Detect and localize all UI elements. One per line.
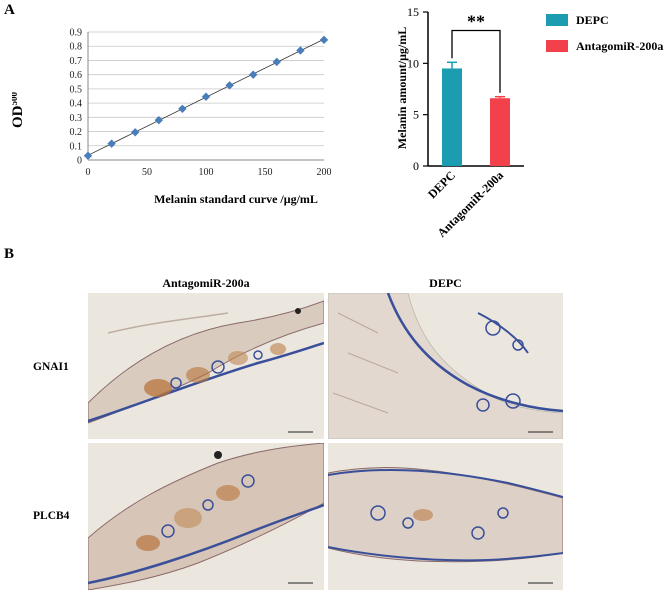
x-tick-label: 50 <box>142 167 152 178</box>
bar-chart-bars <box>442 61 510 166</box>
standard-curve-axes <box>87 32 324 161</box>
standard-curve-y-ticks: 0 0.1 0.2 0.3 0.4 0.5 0.6 0.7 0.8 0.9 <box>70 28 83 167</box>
row-label-plcb4: PLCB4 <box>33 510 70 522</box>
micrograph-plcb4-antagomir <box>88 443 324 590</box>
y-tick-label: 0.3 <box>70 113 83 124</box>
legend-swatch-antagomir <box>546 40 568 52</box>
chart-legend: DEPC AntagomiR-200a <box>546 12 663 54</box>
data-point <box>83 151 93 160</box>
data-point <box>131 128 140 137</box>
x-tick-label: 200 <box>317 167 332 178</box>
legend-label-antagomir: AntagomiR-200a <box>576 38 664 53</box>
y-tick-label: 0 <box>77 156 82 167</box>
x-tick-label: 150 <box>258 167 273 178</box>
standard-curve-chart: 0 0.1 0.2 0.3 0.4 0.5 0.6 0.7 0.8 0.9 0 50 100 150 20… <box>12 28 332 207</box>
column-header-antagomir: AntagomiR-200a <box>162 276 250 290</box>
y-tick-label: 0.7 <box>70 56 83 67</box>
bar-chart-y-axis-label: Melanin amount/μg/mL <box>395 27 409 149</box>
data-point <box>319 35 329 45</box>
y-tick-label: 0.8 <box>70 42 83 53</box>
legend-label-depc: DEPC <box>576 12 609 27</box>
data-point <box>154 115 163 125</box>
significance-stars: ** <box>467 11 485 31</box>
standard-curve-points <box>83 35 329 160</box>
row-label-gnai1: GNAI1 <box>33 361 69 373</box>
legend-swatch-depc <box>546 14 568 26</box>
micrograph-gnai1-depc <box>328 293 563 439</box>
x-tick-label: DEPC <box>425 168 458 201</box>
y-tick-label: 0.4 <box>70 99 83 110</box>
column-header-depc: DEPC <box>429 276 462 290</box>
data-point <box>107 139 116 148</box>
y-tick-label: 0.5 <box>70 84 83 95</box>
panel-label-a: A <box>4 2 15 18</box>
y-tick-label: 0.9 <box>70 28 83 39</box>
standard-curve-gridlines <box>88 31 324 161</box>
significance-line <box>451 29 501 93</box>
legend-item-depc: DEPC <box>546 12 663 28</box>
y-tick-label: 0.2 <box>70 127 83 138</box>
y-tick-label: 15 <box>407 5 419 19</box>
x-tick-label: 100 <box>199 167 214 178</box>
data-point <box>225 81 234 90</box>
y-tick-label: 0 <box>413 159 419 173</box>
bar <box>490 98 510 166</box>
data-point <box>296 46 305 55</box>
micrograph-gnai1-antagomir <box>88 293 324 439</box>
significance-bracket: ** <box>451 11 501 93</box>
data-point <box>178 104 187 113</box>
x-tick-label: 0 <box>86 167 91 178</box>
micrograph-plcb4-depc <box>328 443 563 590</box>
panel-label-b: B <box>4 246 15 262</box>
data-point <box>201 92 211 101</box>
y-tick-label: 0.6 <box>70 70 83 81</box>
y-tick-label: 5 <box>413 108 419 122</box>
data-point <box>249 70 258 79</box>
legend-item-antagomir: AntagomiR-200a <box>546 38 663 54</box>
bar <box>442 68 462 166</box>
standard-curve-y-axis-label: OD500 <box>12 92 26 129</box>
data-point <box>272 57 281 67</box>
y-tick-label: 10 <box>407 56 419 70</box>
standard-curve-x-ticks: 0 50 100 150 200 <box>86 167 332 178</box>
standard-curve-x-axis-label: Melanin standard curve /μg/mL <box>154 192 318 206</box>
y-tick-label: 0.1 <box>70 141 83 152</box>
bar-chart-y-ticks: 0 5 10 15 <box>407 5 428 173</box>
